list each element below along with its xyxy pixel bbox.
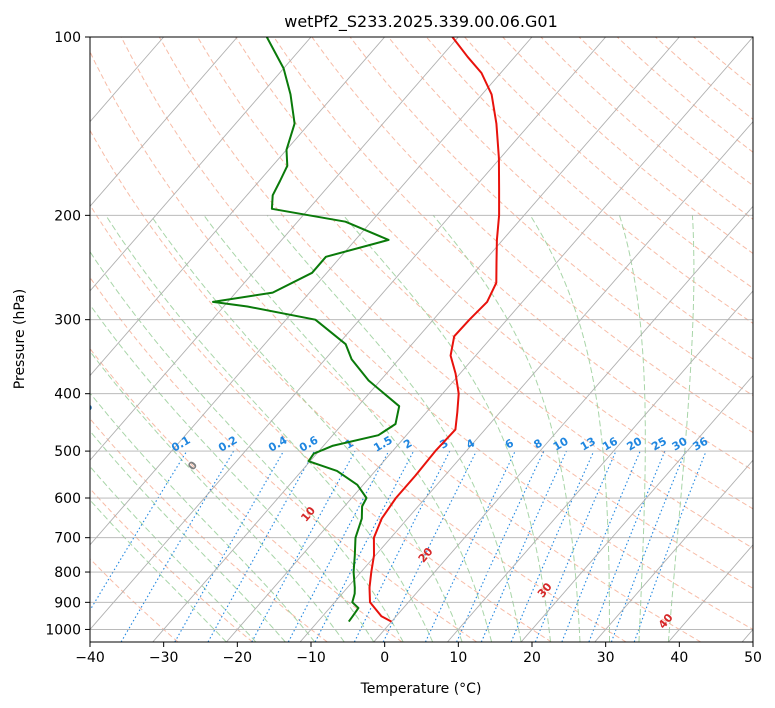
- dry-adiabat-line: [158, 37, 753, 589]
- isotherm-line: [299, 120, 753, 642]
- mixing-ratio-line: [207, 450, 315, 642]
- moist-adiabat-line: [667, 215, 695, 642]
- plot-frame: [89, 36, 754, 643]
- x-tick-label: 0: [380, 650, 389, 666]
- dry-adiabat-line: [235, 37, 753, 510]
- dry-adiabat-line: [426, 37, 753, 324]
- series-dewpoint-line: [212, 37, 401, 623]
- mixing-ratio-line: [353, 450, 451, 642]
- mixing-ratio-line: [510, 450, 595, 642]
- y-tick-label: 900: [54, 595, 81, 611]
- moist-adiabat-line: [90, 465, 257, 642]
- y-tick-label: 1000: [45, 622, 81, 638]
- isotherm-line: [594, 459, 753, 642]
- x-tick-label: −40: [75, 650, 105, 666]
- moist-adiabat-line: [266, 214, 522, 642]
- dry-adiabat-line: [90, 204, 552, 642]
- mixing-ratio-line: [251, 450, 356, 642]
- isotherm-line: [90, 37, 459, 461]
- dry-adiabat-line: [349, 37, 753, 397]
- y-tick-label: 100: [54, 30, 81, 46]
- x-tick-label: −30: [149, 650, 179, 666]
- x-tick-label: 50: [744, 650, 762, 666]
- y-axis: 100 200 300 400 500 600 700 800 900 1000: [45, 30, 90, 638]
- dry-adiabat-line: [464, 37, 753, 289]
- dry-adiabat-line: [311, 37, 753, 434]
- chart-title: wetPf2_S233.2025.339.00.06.G01: [284, 12, 558, 32]
- y-tick-label: 500: [54, 444, 81, 460]
- moist-adiabat-line: [90, 430, 286, 642]
- moist-adiabat-line: [90, 350, 345, 642]
- moist-adiabat-line: [432, 214, 581, 642]
- isotherms: [90, 37, 753, 642]
- x-axis-label: Temperature (°C): [360, 681, 482, 697]
- y-tick-label: 200: [54, 208, 81, 224]
- moist-adiabat-line: [90, 392, 316, 642]
- mixing-ratio-lines: [90, 450, 707, 642]
- y-tick-label: 800: [54, 565, 81, 581]
- x-tick-label: 10: [449, 650, 467, 666]
- y-tick-label: 400: [54, 387, 81, 403]
- mixing-ratio-line: [90, 450, 188, 612]
- isotherm-line: [90, 37, 607, 631]
- isobars: [90, 37, 753, 630]
- series-temperature-line: [368, 37, 501, 623]
- isotherm-line: [90, 37, 238, 207]
- x-tick-label: 40: [670, 650, 688, 666]
- x-tick-label: 20: [523, 650, 541, 666]
- mixing-ratio-line: [561, 450, 641, 642]
- moist-adiabat-line: [619, 215, 646, 642]
- moist-adiabat-line: [343, 214, 551, 642]
- moist-adiabat-line: [90, 499, 227, 642]
- dry-adiabat-line: [90, 276, 477, 642]
- profile-series: [212, 37, 501, 623]
- moist-adiabat-line: [203, 215, 493, 642]
- dry-adiabat-line: [90, 417, 328, 642]
- x-tick-label: −10: [296, 650, 326, 666]
- y-tick-label: 300: [54, 313, 81, 329]
- isotherm-line: [90, 37, 312, 292]
- mixing-ratio-line: [588, 450, 666, 642]
- isotherm-line: [373, 205, 753, 642]
- moist-adiabat-line: [90, 304, 375, 642]
- mixing-ratio-line: [287, 450, 390, 642]
- y-tick-label: 600: [54, 491, 81, 507]
- isotherm-line: [152, 37, 680, 642]
- mixing-ratio-line: [534, 450, 617, 642]
- mixing-ratio-line: [633, 450, 707, 642]
- isotherm-line: [447, 290, 753, 642]
- plot-area: 0.10.20.40.611.52346810131620253036-100-…: [90, 37, 753, 642]
- isotherm-line: [90, 37, 533, 546]
- y-tick-label: 700: [54, 531, 81, 547]
- dry-adiabat-line: [120, 37, 753, 630]
- moist-adiabat-line: [150, 215, 463, 642]
- moist-adiabats: [90, 214, 695, 642]
- moist-adiabat-line: [105, 215, 434, 642]
- x-axis: −40 −30 −20 −10 0 10 20 30 40 50: [75, 642, 762, 666]
- y-axis-label: Pressure (hPa): [12, 289, 28, 389]
- moist-adiabat-line: [90, 250, 404, 642]
- isotherm-line: [90, 37, 386, 377]
- x-tick-label: −20: [223, 650, 253, 666]
- moist-adiabat-line: [529, 215, 610, 642]
- dry-adiabat-line: [90, 50, 702, 642]
- mixing-ratio-line: [610, 450, 686, 642]
- dry-adiabat-line: [90, 487, 253, 642]
- isotherm-line: [226, 37, 753, 642]
- isotherm-line: [520, 374, 753, 642]
- x-tick-label: 30: [597, 650, 615, 666]
